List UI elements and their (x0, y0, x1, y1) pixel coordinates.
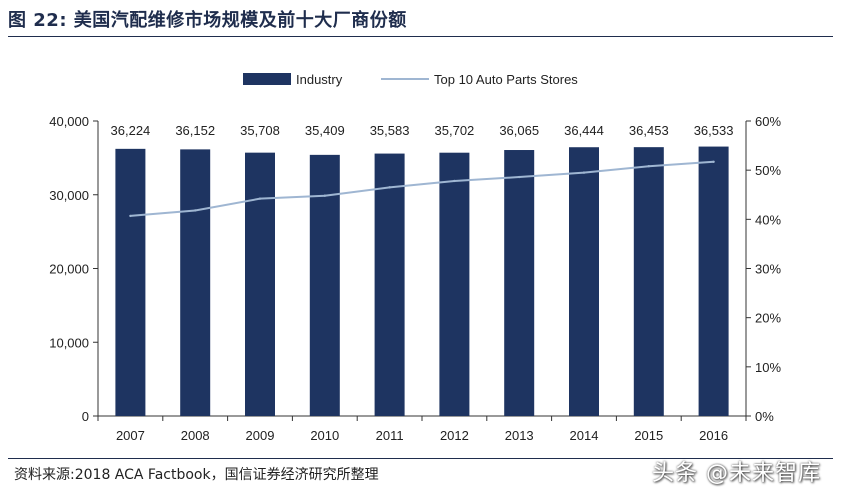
bar (698, 146, 729, 416)
chart: Industry Top 10 Auto Parts Stores 0 10,000… (49, 72, 781, 443)
bar-data-label: 35,702 (435, 123, 475, 138)
y-right-tick-label: 10% (755, 360, 781, 375)
x-tick-label: 2012 (440, 428, 469, 443)
legend: Industry Top 10 Auto Parts Stores (243, 72, 578, 87)
y-right-tick-label: 20% (755, 311, 781, 326)
y-right-tick-label: 30% (755, 262, 781, 277)
figure-title: 图 22: 美国汽配维修市场规模及前十大厂商份额 (8, 10, 407, 31)
bar-data-label: 35,708 (240, 123, 280, 138)
bar (439, 152, 470, 416)
line-point (258, 197, 262, 200)
x-tick-label: 2007 (116, 428, 145, 443)
x-tick-label: 2010 (310, 428, 339, 443)
bar-data-label: 35,583 (370, 123, 410, 138)
bar-data-label: 36,533 (694, 123, 734, 138)
bar-data-label: 36,224 (111, 123, 151, 138)
legend-label-industry: Industry (296, 72, 343, 87)
watermark: 头条 @未来智库 (652, 461, 821, 486)
bar (180, 149, 211, 416)
y-left-tick-label: 30,000 (49, 188, 89, 203)
y-right-tick-label: 50% (755, 163, 781, 178)
data-labels: 36,224 36,152 35,708 35,409 35,583 35,702 36,0… (111, 123, 734, 138)
x-tick-label: 2016 (699, 428, 728, 443)
bar (245, 152, 275, 416)
legend-swatch-industry (243, 73, 291, 85)
line-series (129, 160, 715, 218)
bar-data-label: 36,453 (629, 123, 669, 138)
legend-label-top10: Top 10 Auto Parts Stores (434, 72, 578, 87)
bar-data-label: 35,409 (305, 123, 345, 138)
line-point (582, 171, 586, 174)
x-tick-label: 2013 (505, 428, 534, 443)
line-point (323, 194, 326, 197)
bar-data-label: 36,444 (564, 123, 604, 138)
source-rule (8, 458, 833, 459)
x-tick-label: 2015 (634, 428, 663, 443)
line-point (712, 160, 715, 164)
top10-share-line (130, 160, 714, 217)
bar-data-label: 36,152 (175, 123, 215, 138)
line-point (194, 209, 197, 212)
y-right-tick-label: 0% (755, 409, 774, 424)
x-tick-label: 2009 (246, 428, 275, 443)
x-tick-label: 2014 (570, 428, 599, 443)
y-left-tick-label: 20,000 (49, 262, 89, 277)
line-point (647, 165, 650, 168)
bar-data-label: 36,065 (499, 123, 539, 138)
y-left-tick-label: 10,000 (49, 335, 89, 350)
x-tick-label: 2008 (181, 428, 210, 443)
line-point (388, 186, 391, 189)
x-tick-label: 2011 (376, 428, 404, 443)
bar-series (115, 146, 729, 416)
source-note: 资料来源:2018 ACA Factbook，国信证券经济研究所整理 (14, 467, 379, 483)
bar (633, 147, 664, 416)
line-point (518, 175, 521, 179)
bar (115, 148, 146, 416)
line-point (453, 179, 456, 183)
line-point (129, 214, 132, 218)
y-left-tick-label: 0 (82, 409, 89, 424)
title-rule (8, 36, 833, 37)
y-right-tick-label: 40% (755, 212, 781, 227)
y-right-tick-label: 60% (755, 114, 781, 129)
bar (374, 153, 405, 416)
axes: 0 10,000 20,000 30,000 40,000 0% 10% 20% 30% 40% 5… (49, 114, 781, 443)
bar (309, 154, 340, 416)
y-left-tick-label: 40,000 (49, 114, 89, 129)
bar (569, 147, 599, 416)
bar (504, 150, 535, 416)
